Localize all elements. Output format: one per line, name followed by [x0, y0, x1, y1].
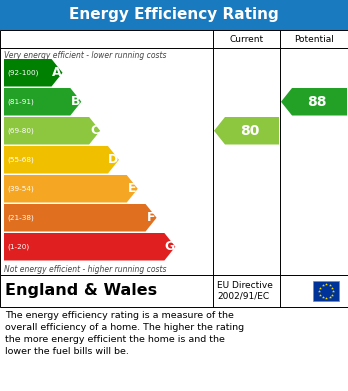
Bar	[0, 0, 348, 30]
Text: Not energy efficient - higher running costs: Not energy efficient - higher running co…	[4, 264, 166, 273]
Text: England & Wales: England & Wales	[5, 283, 157, 298]
Text: (55-68): (55-68)	[7, 156, 34, 163]
Text: (39-54): (39-54)	[7, 185, 34, 192]
Text: EU Directive
2002/91/EC: EU Directive 2002/91/EC	[217, 281, 273, 301]
Text: Current: Current	[229, 34, 263, 43]
Polygon shape	[4, 59, 63, 86]
Text: C: C	[90, 124, 99, 137]
Text: (21-38): (21-38)	[7, 215, 34, 221]
Text: Very energy efficient - lower running costs: Very energy efficient - lower running co…	[4, 50, 166, 59]
Text: 80: 80	[240, 124, 260, 138]
Polygon shape	[281, 88, 347, 115]
Bar	[0, 275, 348, 307]
Bar	[0, 30, 348, 275]
Text: Potential: Potential	[294, 34, 334, 43]
Polygon shape	[4, 233, 175, 260]
Text: (69-80): (69-80)	[7, 127, 34, 134]
Polygon shape	[214, 117, 279, 145]
Text: Energy Efficiency Rating: Energy Efficiency Rating	[69, 7, 279, 23]
Polygon shape	[4, 88, 81, 115]
Bar	[313, 281, 339, 301]
Text: A: A	[52, 66, 62, 79]
Polygon shape	[4, 117, 100, 145]
Text: (92-100): (92-100)	[7, 70, 38, 76]
Polygon shape	[4, 146, 119, 174]
Text: D: D	[108, 153, 119, 166]
Text: F: F	[147, 211, 155, 224]
Polygon shape	[4, 175, 138, 203]
Text: E: E	[128, 182, 136, 195]
Text: (81-91): (81-91)	[7, 99, 34, 105]
Text: B: B	[71, 95, 81, 108]
Text: 88: 88	[308, 95, 327, 109]
Text: The energy efficiency rating is a measure of the
overall efficiency of a home. T: The energy efficiency rating is a measur…	[5, 311, 244, 357]
Polygon shape	[4, 204, 157, 231]
Text: (1-20): (1-20)	[7, 244, 29, 250]
Text: G: G	[165, 240, 175, 253]
